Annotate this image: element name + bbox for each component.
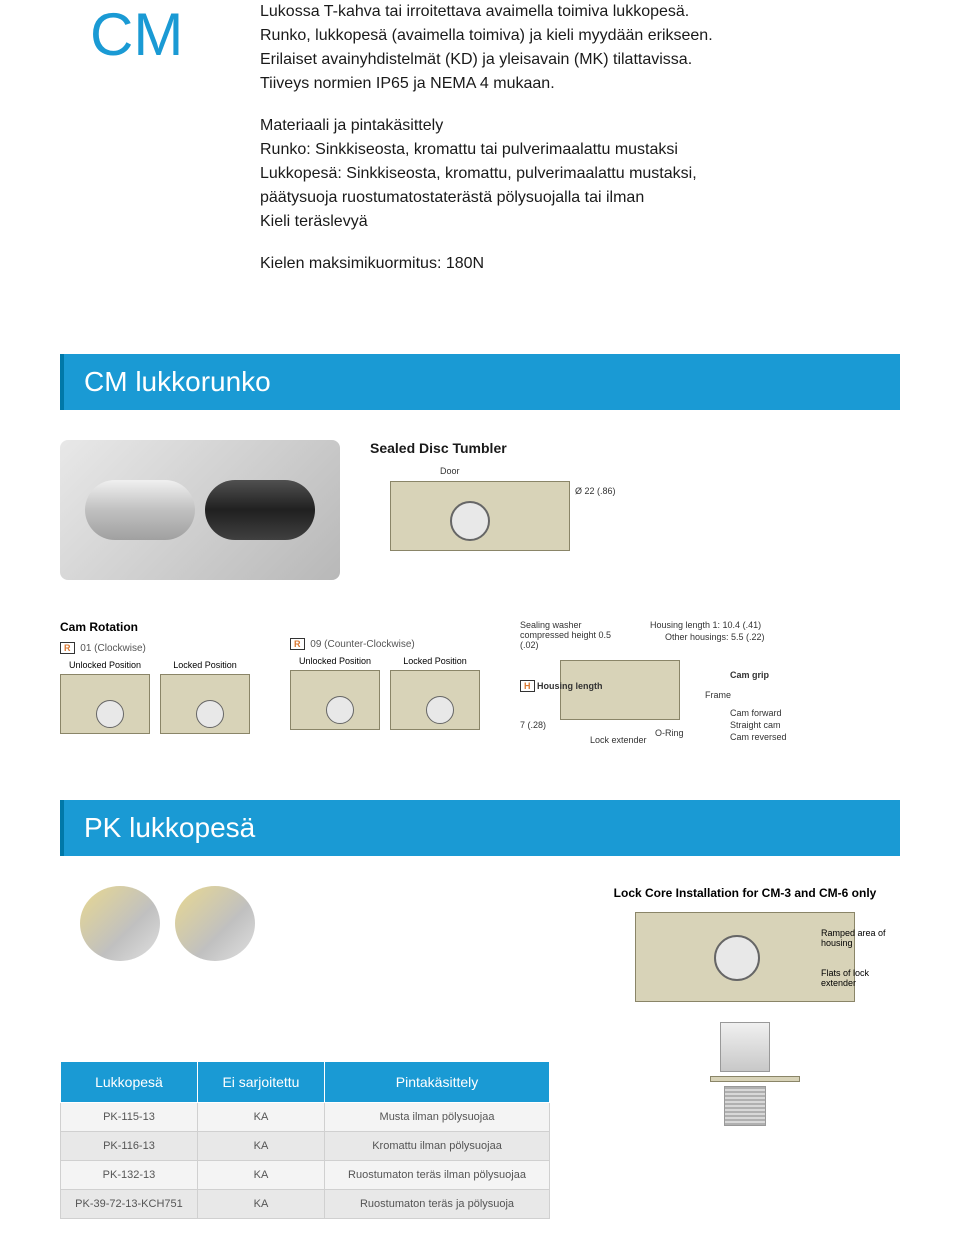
th-ei-sarjoitettu: Ei sarjoitettu <box>197 1062 324 1103</box>
cylinder-icon <box>85 480 195 540</box>
locked-label: Locked Position <box>160 660 250 670</box>
cam-reversed-label: Cam reversed <box>730 732 787 742</box>
desc-line: Erilaiset avainyhdistelmät (KD) ja yleis… <box>260 51 692 68</box>
diameter-label: Ø 22 (.86) <box>575 486 616 496</box>
desc-line: Kielen maksimikuormitus: 180N <box>260 255 484 272</box>
rotation-01-label: 01 (Clockwise) <box>80 643 146 654</box>
cylinder-dark-icon <box>205 480 315 540</box>
rotation-counter-clockwise: R 09 (Counter-Clockwise) Unlocked Positi… <box>290 620 480 770</box>
flats-label: Flats of lock extender <box>821 968 901 988</box>
oring-label: O-Ring <box>655 728 684 738</box>
housing-length-label: Housing length <box>537 681 603 691</box>
locked-label: Locked Position <box>390 656 480 666</box>
desc-line: Runko: Sinkkiseosta, kromattu tai pulver… <box>260 141 678 158</box>
cam-rotation-row: Cam Rotation R 01 (Clockwise) Unlocked P… <box>0 620 960 800</box>
sealed-disc-diagram: Sealed Disc Tumbler Door Ø 22 (.86) <box>370 440 900 580</box>
cylinder-washer <box>710 1076 800 1082</box>
door-label: Door <box>440 466 460 476</box>
pk-table-wrap: Lukkopesä Ei sarjoitettu Pintakäsittely … <box>60 1061 550 1219</box>
description-block: Lukossa T-kahva tai irroitettava avaimel… <box>260 0 713 294</box>
seven-label: 7 (.28) <box>520 720 546 730</box>
door-circle <box>450 501 490 541</box>
cell: Kromattu ilman pölysuojaa <box>325 1132 550 1161</box>
desc-line: Lukkopesä: Sinkkiseosta, kromattu, pulve… <box>260 165 697 182</box>
section-header-cm: CM lukkorunko <box>60 354 900 410</box>
pk-left-column: Lukkopesä Ei sarjoitettu Pintakäsittely … <box>60 886 550 1219</box>
cell: KA <box>197 1132 324 1161</box>
cell: Ruostumaton teräs ja pölysuoja <box>325 1190 550 1219</box>
desc-line: Lukossa T-kahva tai irroitettava avaimel… <box>260 3 689 20</box>
table-row: PK-116-13 KA Kromattu ilman pölysuojaa <box>61 1132 550 1161</box>
desc-line: Materiaali ja pintakäsittely <box>260 117 443 134</box>
diagram-title: Sealed Disc Tumbler <box>370 440 900 456</box>
ramped-label: Ramped area of housing <box>821 928 901 948</box>
position-unlocked: Unlocked Position <box>290 656 380 730</box>
lock-core-icon <box>175 886 255 961</box>
desc-line: Runko, lukkopesä (avaimella toimiva) ja … <box>260 27 713 44</box>
cam-forward-label: Cam forward <box>730 708 782 718</box>
page-title: CM <box>60 0 220 294</box>
install-cylinder-diagram <box>710 1022 780 1132</box>
cam-rotation-title: Cam Rotation <box>60 620 250 634</box>
other-housings-label: Other housings: 5.5 (.22) <box>665 632 765 642</box>
cell: PK-39-72-13-KCH751 <box>61 1190 198 1219</box>
r-badge: R <box>60 642 75 654</box>
cam-grip-label: Cam grip <box>730 670 769 680</box>
th-lukkopesa: Lukkopesä <box>61 1062 198 1103</box>
position-locked: Locked Position <box>160 660 250 734</box>
lock-core-icon <box>80 886 160 961</box>
cell: KA <box>197 1161 324 1190</box>
position-unlocked: Unlocked Position <box>60 660 150 734</box>
desc-line: Kieli teräslevyä <box>260 213 368 230</box>
position-locked: Locked Position <box>390 656 480 730</box>
pk-product-images <box>60 886 550 961</box>
lock-extender-label: Lock extender <box>590 735 647 745</box>
header-section: CM Lukossa T-kahva tai irroitettava avai… <box>0 0 960 354</box>
cell: PK-115-13 <box>61 1103 198 1132</box>
cell: PK-132-13 <box>61 1161 198 1190</box>
cell: KA <box>197 1103 324 1132</box>
cross-section-diagram: Sealing washer compressed height 0.5 (.0… <box>520 620 900 770</box>
table-row: PK-115-13 KA Musta ilman pölysuojaa <box>61 1103 550 1132</box>
r-badge: R <box>290 638 305 650</box>
pk-right-column: Lock Core Installation for CM-3 and CM-6… <box>590 886 900 1219</box>
desc-line: Tiiveys normien IP65 ja NEMA 4 mukaan. <box>260 75 555 92</box>
sealing-washer-label: Sealing washer compressed height 0.5 (.0… <box>520 620 620 650</box>
table-row: PK-39-72-13-KCH751 KA Ruostumaton teräs … <box>61 1190 550 1219</box>
cell: KA <box>197 1190 324 1219</box>
cylinder-thread <box>724 1086 766 1126</box>
straight-cam-label: Straight cam <box>730 720 781 730</box>
install-circle <box>714 935 760 981</box>
install-diagram: Ramped area of housing Flats of lock ext… <box>635 912 855 1002</box>
door-diagram: Door Ø 22 (.86) <box>370 466 620 576</box>
rotation-clockwise: Cam Rotation R 01 (Clockwise) Unlocked P… <box>60 620 250 770</box>
cell: PK-116-13 <box>61 1132 198 1161</box>
pk-table: Lukkopesä Ei sarjoitettu Pintakäsittely … <box>60 1061 550 1219</box>
cylinder-top <box>720 1022 770 1072</box>
cm-content: Sealed Disc Tumbler Door Ø 22 (.86) <box>0 410 960 620</box>
unlocked-label: Unlocked Position <box>60 660 150 670</box>
cell: Ruostumaton teräs ilman pölysuojaa <box>325 1161 550 1190</box>
cm-product-image <box>60 440 340 580</box>
housing-length-1-label: Housing length 1: 10.4 (.41) <box>650 620 761 630</box>
install-title: Lock Core Installation for CM-3 and CM-6… <box>590 886 900 900</box>
table-row: PK-132-13 KA Ruostumaton teräs ilman pöl… <box>61 1161 550 1190</box>
h-badge: H <box>520 680 535 692</box>
cell: Musta ilman pölysuojaa <box>325 1103 550 1132</box>
th-pintakasittely: Pintakäsittely <box>325 1062 550 1103</box>
rotation-09-label: 09 (Counter-Clockwise) <box>310 639 414 650</box>
desc-line: päätysuoja ruostumatostaterästä pölysuoj… <box>260 189 644 206</box>
section-header-pk: PK lukkopesä <box>60 800 900 856</box>
pk-content: Lukkopesä Ei sarjoitettu Pintakäsittely … <box>0 856 960 1259</box>
unlocked-label: Unlocked Position <box>290 656 380 666</box>
frame-label: Frame <box>705 690 731 700</box>
